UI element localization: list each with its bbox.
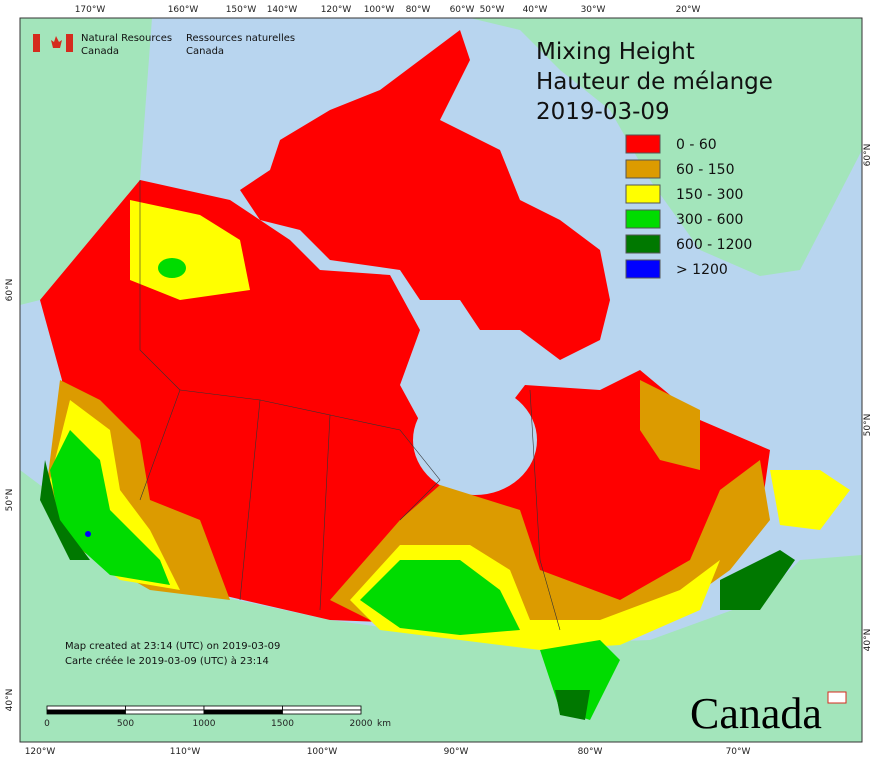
usa (20, 470, 862, 742)
agency-block: Natural Resources Canada Ressources natu… (33, 33, 295, 57)
agency-en: Natural Resources (81, 33, 172, 44)
scale-segment (203, 705, 283, 711)
scale-segment (203, 709, 283, 715)
scale-segment (125, 709, 205, 715)
zone-nfld-yellow (770, 470, 850, 530)
scale-segment (46, 705, 126, 711)
scale-segment (125, 705, 205, 711)
border (329, 414, 441, 521)
zone-blue (85, 531, 91, 537)
scale-segment (282, 709, 362, 715)
zone-green (50, 430, 170, 585)
legend-label: 0 - 60 (676, 137, 717, 153)
longitude-label: 80°W (578, 747, 603, 757)
agency-en: Canada (81, 46, 119, 57)
longitude-label: 160°W (168, 5, 199, 15)
longitude-label: 100°W (307, 747, 338, 757)
title: Hauteur de mélange (536, 69, 773, 95)
credit: Map created at 23:14 (UTC) on 2019-03-09 (65, 641, 280, 652)
latitude-label: 60°N (5, 279, 15, 302)
longitude-label: 170°W (75, 5, 106, 15)
arctic-islands (240, 30, 610, 360)
longitude-label: 20°W (676, 5, 701, 15)
longitude-label: 80°W (406, 5, 431, 15)
wordmark: Canada (690, 689, 822, 738)
latitude-label: 40°N (5, 689, 15, 712)
scale-label: 500 (117, 719, 134, 729)
frame (19, 17, 863, 743)
hudson-bay (413, 385, 537, 495)
legend-swatch (625, 234, 661, 254)
legend-swatch (625, 184, 661, 204)
borders (139, 180, 561, 631)
zone-maritimes (720, 550, 795, 610)
border (139, 180, 181, 501)
legend-swatch (625, 159, 661, 179)
wordmark-flag (827, 691, 847, 704)
map-frame (20, 18, 862, 742)
zone-north-yellow (130, 200, 250, 300)
greenland (470, 18, 862, 276)
legend-swatch (625, 259, 661, 279)
scale-label: 0 (44, 719, 50, 729)
title-date: 2019-03-09 (536, 99, 670, 125)
longitude-label: 90°W (444, 747, 469, 757)
longitude-label: 50°W (480, 5, 505, 15)
longitude-label: 120°W (25, 747, 56, 757)
latitude-label: 50°N (5, 489, 15, 512)
legend-swatch (625, 209, 661, 229)
longitude-label: 100°W (364, 5, 395, 15)
longitude-label: 70°W (726, 747, 751, 757)
longitude-label: 140°W (267, 5, 298, 15)
legend-label: 300 - 600 (676, 212, 743, 228)
latitude-label: 50°N (863, 414, 873, 437)
scale-label: 2000 (350, 719, 373, 729)
border (529, 389, 561, 631)
credit: Carte créée le 2019-03-09 (UTC) à 23:14 (65, 655, 269, 667)
scale-label: 1000 (193, 719, 216, 729)
flag-bar (66, 34, 73, 52)
flag-bar (33, 34, 40, 52)
scale-label: 1500 (271, 719, 294, 729)
title: Mixing Height (536, 39, 695, 65)
legend-label: 150 - 300 (676, 187, 743, 203)
legend-label: 60 - 150 (676, 162, 735, 178)
zone-south-green (360, 560, 520, 635)
scale-unit: km (377, 719, 391, 729)
legend-label: > 1200 (676, 262, 728, 278)
scale-segment (282, 705, 362, 711)
agency-fr: Ressources naturelles (186, 33, 295, 44)
longitude-label: 40°W (523, 5, 548, 15)
maple-leaf (51, 36, 62, 48)
longitude-label: 60°W (450, 5, 475, 15)
alaska (20, 18, 152, 305)
longitude-label: 120°W (321, 5, 352, 15)
legend-swatch (625, 134, 661, 154)
zone-ontario-darkgreen (555, 690, 590, 720)
latitude-label: 40°N (863, 629, 873, 652)
agency-fr: Canada (186, 46, 224, 57)
longitude-label: 30°W (581, 5, 606, 15)
longitude-label: 150°W (226, 5, 257, 15)
longitude-label: 110°W (170, 747, 201, 757)
zone-labrador-orange (640, 380, 700, 470)
legend-label: 600 - 1200 (676, 237, 752, 253)
zone-darkgreen (40, 460, 90, 560)
latitude-label: 60°N (863, 144, 873, 167)
scale-segment (46, 709, 126, 715)
zone-north-green (158, 258, 186, 278)
